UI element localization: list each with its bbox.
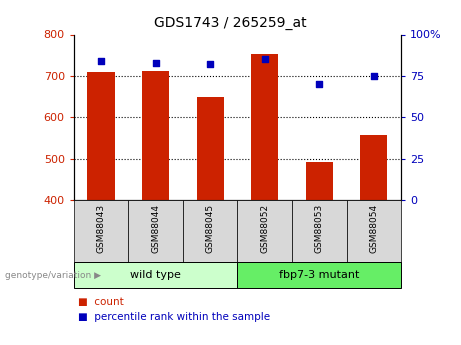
Bar (196, 97, 224, 200)
Text: GSM88053: GSM88053 (315, 204, 324, 253)
Point (97, 58, 105, 64)
Bar (183, 200, 237, 262)
Bar (237, 262, 401, 288)
Bar (237, 200, 292, 262)
Bar (251, 55, 278, 200)
Point (261, 57, 268, 62)
Bar (292, 200, 347, 262)
Text: GSM88052: GSM88052 (260, 204, 269, 253)
Bar (306, 162, 333, 200)
Text: GSM88054: GSM88054 (369, 204, 378, 253)
Text: GSM88045: GSM88045 (206, 204, 215, 253)
Bar (88, 72, 115, 200)
Bar (74, 200, 128, 262)
Bar (360, 135, 387, 200)
Bar (128, 200, 183, 262)
Point (315, 81, 323, 87)
Text: GDS1743 / 265259_at: GDS1743 / 265259_at (154, 16, 307, 30)
Text: ■  percentile rank within the sample: ■ percentile rank within the sample (78, 313, 271, 322)
Bar (142, 70, 169, 200)
Point (370, 73, 378, 79)
Text: GSM88044: GSM88044 (151, 204, 160, 253)
Text: genotype/variation ▶: genotype/variation ▶ (5, 270, 100, 280)
Text: fbp7-3 mutant: fbp7-3 mutant (279, 270, 360, 280)
Bar (74, 262, 237, 288)
Text: ■  count: ■ count (78, 297, 124, 307)
Text: GSM88043: GSM88043 (96, 204, 106, 253)
Point (152, 60, 159, 66)
Bar (347, 200, 401, 262)
Point (207, 61, 214, 67)
Text: wild type: wild type (130, 270, 181, 280)
